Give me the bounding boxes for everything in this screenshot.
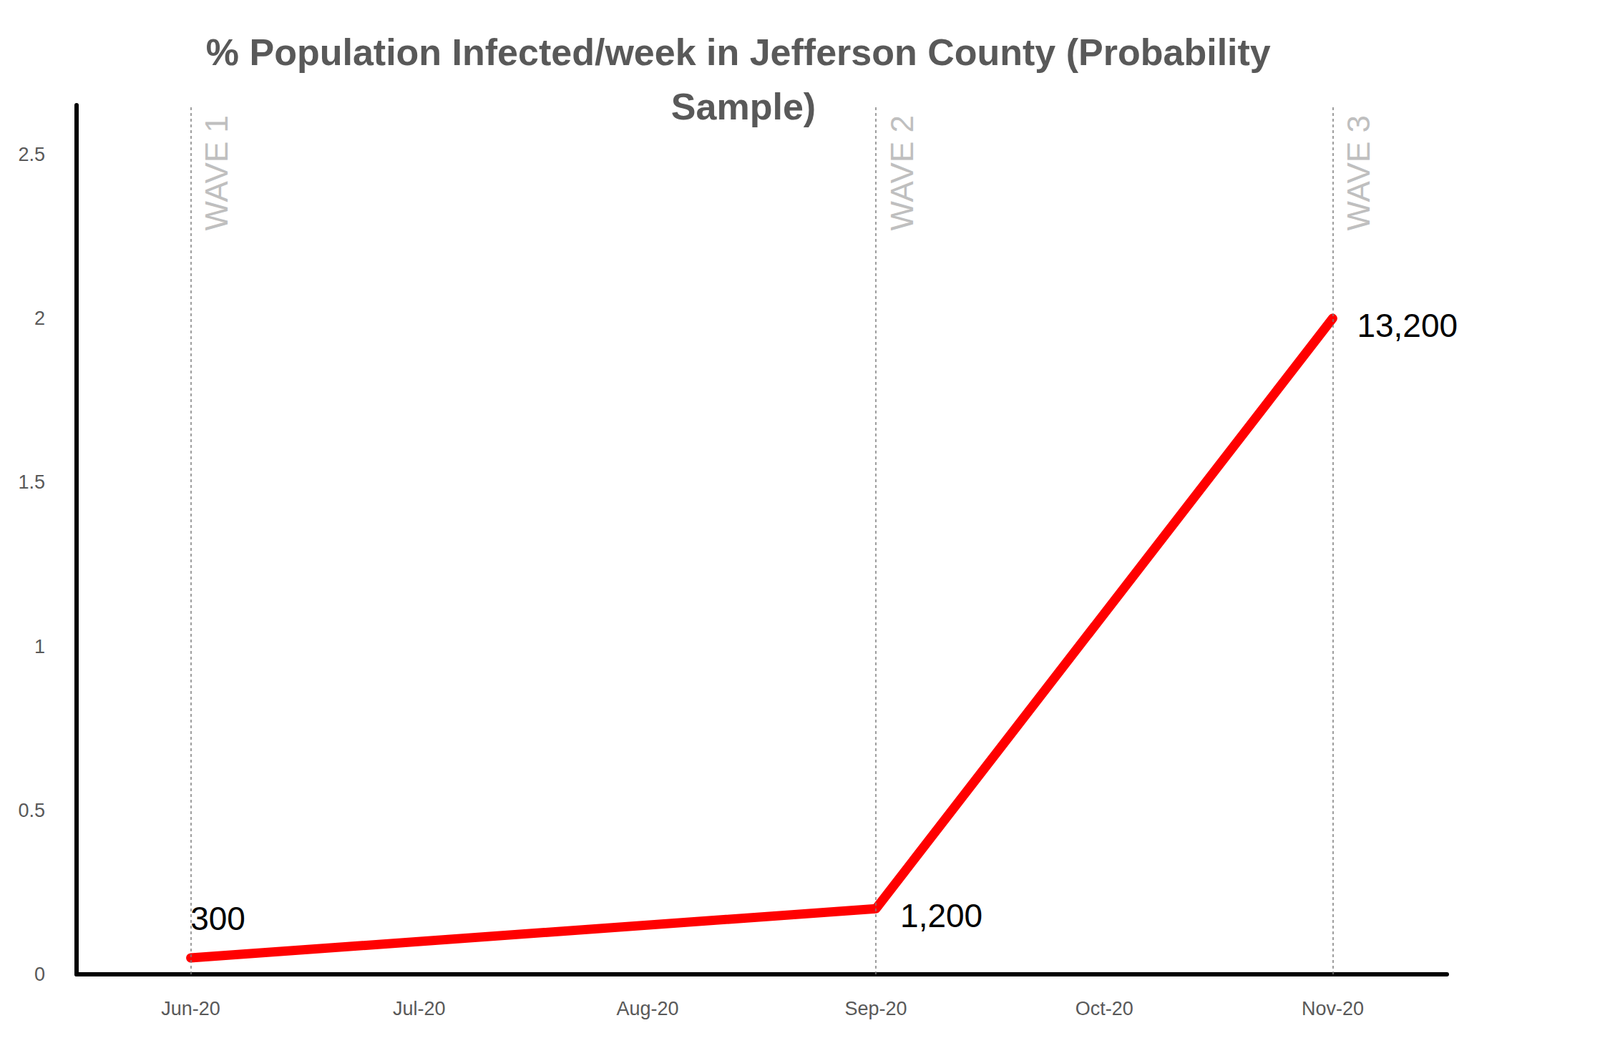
svg-text:13,200: 13,200 (1356, 306, 1458, 345)
svg-text:Jul-20: Jul-20 (392, 998, 446, 1020)
svg-text:1: 1 (34, 636, 46, 658)
svg-text:Oct-20: Oct-20 (1075, 998, 1134, 1020)
svg-text:Jun-20: Jun-20 (161, 998, 221, 1020)
svg-text:Aug-20: Aug-20 (616, 998, 679, 1020)
svg-text:2: 2 (34, 307, 46, 330)
svg-text:WAVE 1: WAVE 1 (198, 115, 234, 231)
svg-text:0.5: 0.5 (17, 800, 46, 822)
svg-text:Sep-20: Sep-20 (845, 998, 908, 1020)
svg-text:300: 300 (190, 900, 246, 938)
svg-text:WAVE 2: WAVE 2 (884, 115, 920, 231)
svg-text:2.5: 2.5 (17, 143, 46, 166)
svg-text:% Population Infected/week in: % Population Infected/week in Jefferson … (206, 31, 1281, 73)
svg-text:WAVE 3: WAVE 3 (1340, 115, 1377, 231)
svg-text:Nov-20: Nov-20 (1301, 998, 1364, 1020)
svg-text:0: 0 (34, 963, 46, 986)
svg-text:1.5: 1.5 (17, 471, 46, 494)
svg-text:Sample): Sample) (671, 85, 816, 128)
svg-text:1,200: 1,200 (900, 897, 983, 935)
